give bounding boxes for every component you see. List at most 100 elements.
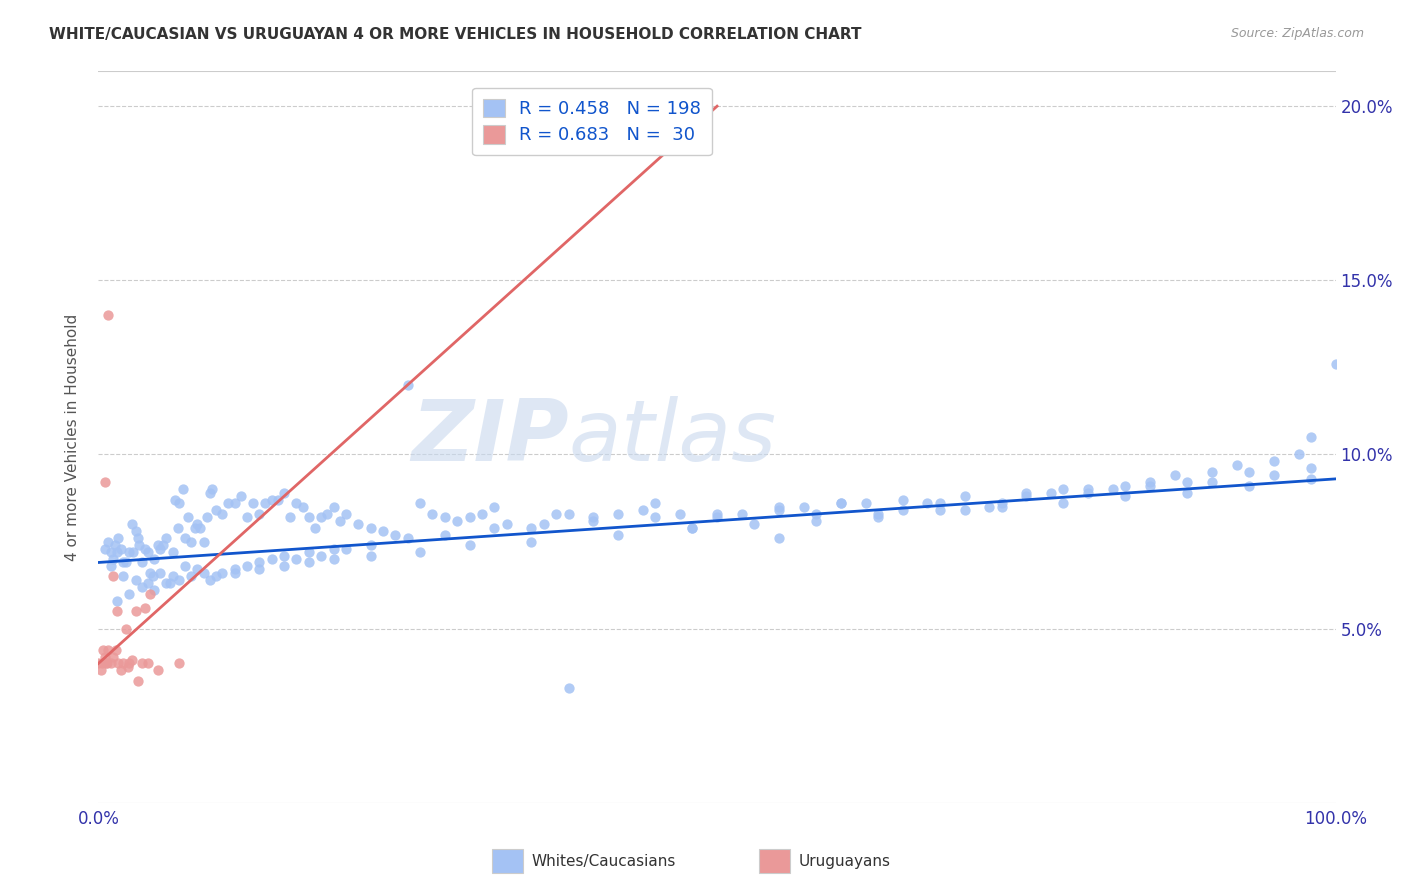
Point [211, 507, 233, 521]
Point [917, 496, 939, 510]
Point [582, 514, 605, 528]
Point [162, 545, 184, 559]
Text: ZIP: ZIP [411, 395, 568, 479]
FancyBboxPatch shape [759, 849, 790, 873]
Point [384, 527, 406, 541]
Point [990, 500, 1012, 514]
Point [396, 531, 419, 545]
Point [136, 576, 159, 591]
Point [205, 503, 228, 517]
Text: Source: ZipAtlas.com: Source: ZipAtlas.com [1230, 27, 1364, 40]
Point [105, 594, 128, 608]
Point [131, 580, 153, 594]
Point [105, 604, 128, 618]
Point [87, 657, 110, 671]
Point [167, 496, 190, 510]
Point [242, 496, 264, 510]
Text: WHITE/CAUCASIAN VS URUGUAYAN 4 OR MORE VEHICLES IN HOUSEHOLD CORRELATION CHART: WHITE/CAUCASIAN VS URUGUAYAN 4 OR MORE V… [49, 27, 862, 42]
Point [706, 507, 728, 521]
Point [121, 517, 143, 532]
Point [93, 541, 115, 556]
Text: Whites/Caucasians: Whites/Caucasians [531, 854, 676, 869]
Point [155, 531, 177, 545]
Point [96, 657, 118, 671]
Point [112, 569, 135, 583]
Point [928, 496, 950, 510]
Point [104, 642, 127, 657]
Point [298, 556, 321, 570]
Point [304, 521, 326, 535]
Point [990, 496, 1012, 510]
Point [582, 510, 605, 524]
Point [146, 664, 169, 678]
Point [105, 545, 128, 559]
Point [273, 549, 295, 563]
Point [155, 576, 177, 591]
Point [329, 514, 352, 528]
Point [546, 507, 568, 521]
Point [1288, 448, 1310, 462]
Point [409, 545, 432, 559]
Point [520, 521, 543, 535]
Point [1052, 483, 1074, 497]
Point [124, 524, 146, 538]
Point [433, 510, 456, 524]
Point [103, 569, 125, 583]
Point [495, 517, 517, 532]
Point [278, 510, 301, 524]
Point [127, 531, 149, 545]
Point [533, 517, 555, 532]
Point [360, 549, 382, 563]
Point [143, 583, 166, 598]
Point [768, 500, 790, 514]
Point [198, 573, 221, 587]
Point [433, 527, 456, 541]
Point [103, 649, 125, 664]
Point [866, 510, 889, 524]
Point [768, 531, 790, 545]
Point [152, 538, 174, 552]
Point [159, 576, 181, 591]
Point [236, 510, 259, 524]
Point [706, 510, 728, 524]
Point [1299, 430, 1322, 444]
Text: Uruguayans: Uruguayans [799, 854, 890, 869]
Point [804, 514, 827, 528]
Point [1175, 485, 1198, 500]
Point [131, 657, 153, 671]
Point [162, 569, 184, 583]
Text: atlas: atlas [568, 395, 776, 479]
Y-axis label: 4 or more Vehicles in Household: 4 or more Vehicles in Household [65, 313, 80, 561]
Point [93, 475, 115, 490]
Point [118, 587, 141, 601]
Point [1139, 475, 1161, 490]
Point [866, 507, 889, 521]
Point [335, 507, 357, 521]
Point [107, 531, 129, 545]
Point [254, 496, 277, 510]
Point [891, 492, 914, 507]
Point [309, 549, 332, 563]
Point [520, 534, 543, 549]
Point [107, 657, 129, 671]
Point [631, 503, 654, 517]
Point [804, 507, 827, 521]
Point [979, 500, 1001, 514]
Point [193, 566, 215, 580]
Point [167, 573, 190, 587]
Point [953, 489, 976, 503]
Point [186, 562, 208, 576]
Point [122, 545, 145, 559]
Point [484, 521, 506, 535]
Point [644, 510, 666, 524]
Point [607, 507, 630, 521]
Point [224, 562, 246, 576]
Point [768, 503, 790, 517]
Point [1077, 483, 1099, 497]
Point [174, 531, 197, 545]
Point [1175, 475, 1198, 490]
Point [172, 483, 194, 497]
Point [409, 496, 432, 510]
Point [681, 521, 703, 535]
Point [1114, 479, 1136, 493]
